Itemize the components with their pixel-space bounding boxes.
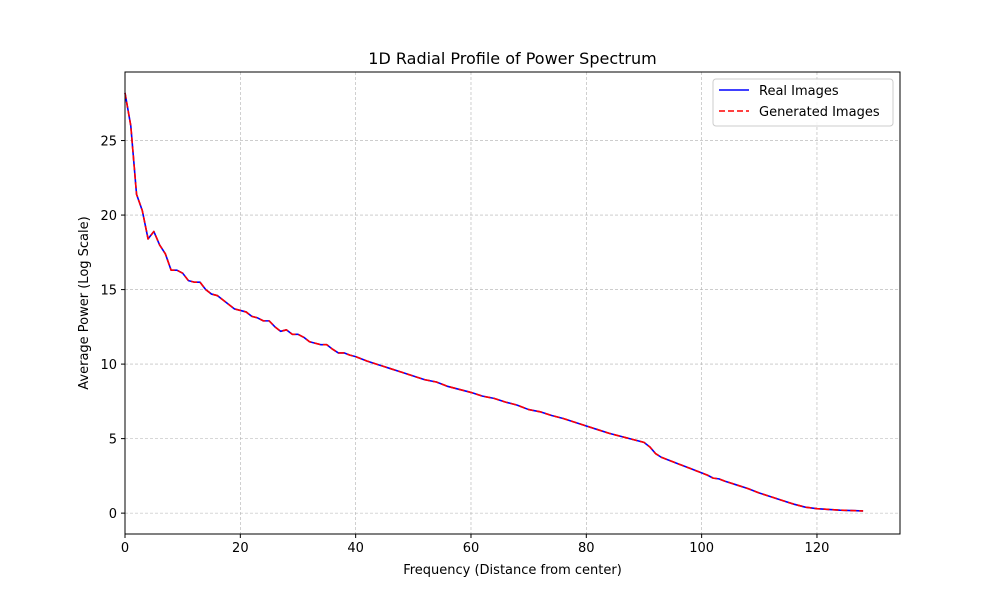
y-tick-label: 15 [100, 284, 117, 299]
series-line-real-images [124, 92, 864, 512]
chart-title: 1D Radial Profile of Power Spectrum [368, 49, 656, 68]
series-layer [124, 92, 864, 512]
x-tick-label: 120 [805, 541, 830, 556]
x-tick-label: 40 [347, 541, 364, 556]
y-axis-label: Average Power (Log Scale) [77, 216, 92, 389]
x-tick-label: 60 [463, 541, 480, 556]
plot-frame [124, 71, 901, 535]
x-tick-label: 100 [689, 541, 714, 556]
legend-box [712, 78, 894, 127]
x-tick-label: 20 [232, 541, 249, 556]
y-tick-label: 10 [100, 358, 117, 373]
x-tick-label: 80 [578, 541, 595, 556]
y-tick-label: 25 [100, 135, 117, 150]
y-tick-label: 20 [100, 209, 117, 224]
legend-label-real: Real Images [759, 84, 839, 99]
x-axis-label: Frequency (Distance from center) [403, 563, 622, 578]
legend: Real Images Generated Images [712, 78, 894, 127]
axis-ticks: 0 20 40 60 80 100 120 0 5 10 15 20 25 [100, 135, 829, 556]
x-tick-label: 0 [121, 541, 129, 556]
y-tick-label: 5 [109, 433, 117, 448]
grid [124, 72, 900, 534]
series-line-generated-images [124, 92, 864, 512]
y-tick-label: 0 [109, 507, 117, 522]
legend-label-generated: Generated Images [759, 105, 880, 120]
